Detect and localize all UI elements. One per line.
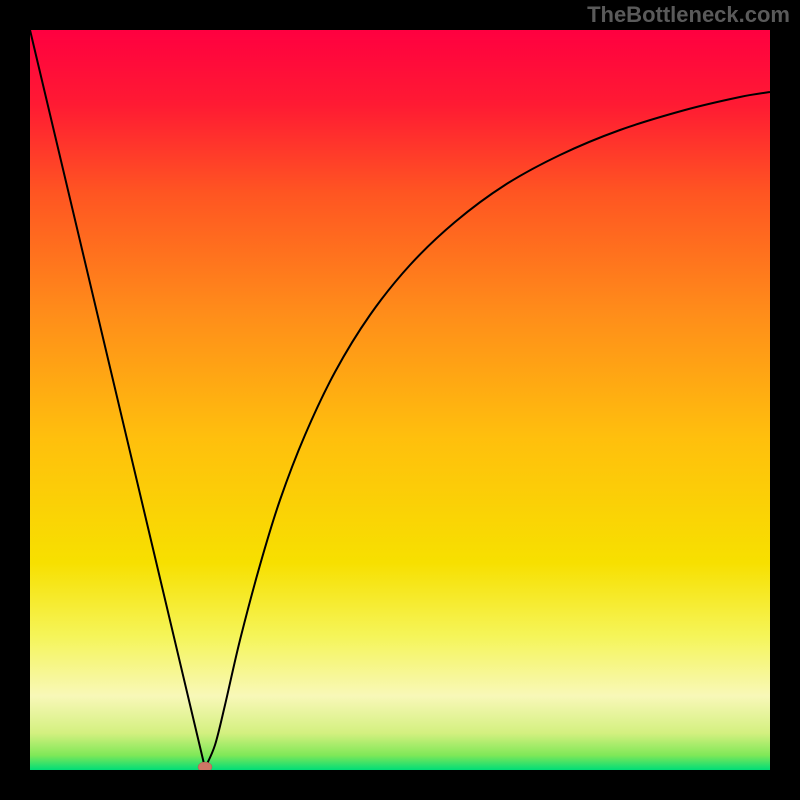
watermark-text: TheBottleneck.com (587, 2, 790, 27)
gradient-background (30, 30, 770, 770)
border-left (0, 0, 30, 800)
border-bottom (0, 770, 800, 800)
bottleneck-chart: TheBottleneck.com (0, 0, 800, 800)
border-right (770, 0, 800, 800)
chart-svg: TheBottleneck.com (0, 0, 800, 800)
